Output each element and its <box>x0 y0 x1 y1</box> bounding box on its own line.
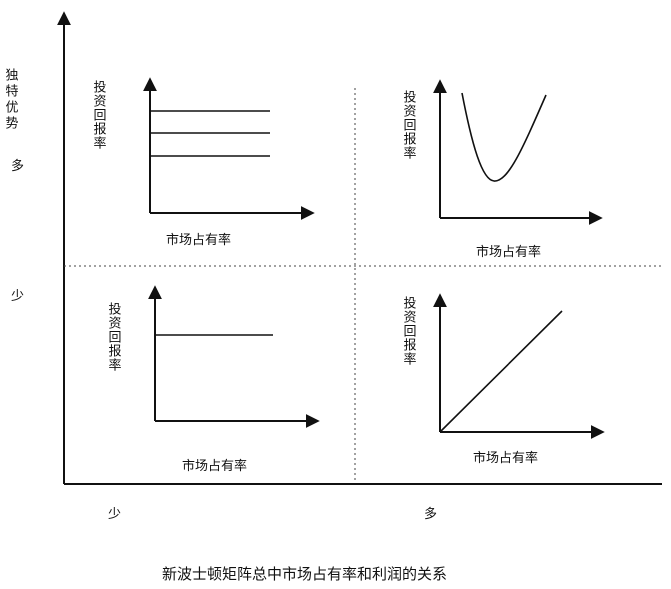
outer-y-many: 多 <box>11 158 24 174</box>
tr-xlabel: 市场占有率 <box>476 244 541 260</box>
tr-u-curve <box>461 92 547 182</box>
quadrant-top-right: 投资回报率 市场占有率 <box>401 79 603 260</box>
bl-ylabel: 投资回报率 <box>106 301 122 372</box>
outer-y-few: 少 <box>11 289 24 304</box>
br-rising-line <box>439 310 563 433</box>
quadrant-bottom-left: 投资回报率 市场占有率 <box>106 285 320 474</box>
outer-y-label: 独特优势 <box>3 68 19 132</box>
quadrant-top-left: 投资回报率 市场占有率 <box>91 77 315 248</box>
outer-x-few: 少 <box>108 507 121 522</box>
br-ylabel: 投资回报率 <box>401 295 417 366</box>
caption: 新波士顿矩阵总中市场占有率和利润的关系 <box>162 565 447 583</box>
bl-xlabel: 市场占有率 <box>182 458 247 474</box>
quadrant-bottom-right: 投资回报率 市场占有率 <box>401 293 605 466</box>
outer-x-many: 多 <box>424 506 437 522</box>
tr-ylabel: 投资回报率 <box>401 89 417 160</box>
tl-xlabel: 市场占有率 <box>166 232 231 248</box>
br-xlabel: 市场占有率 <box>473 450 538 466</box>
tl-ylabel: 投资回报率 <box>91 79 107 150</box>
